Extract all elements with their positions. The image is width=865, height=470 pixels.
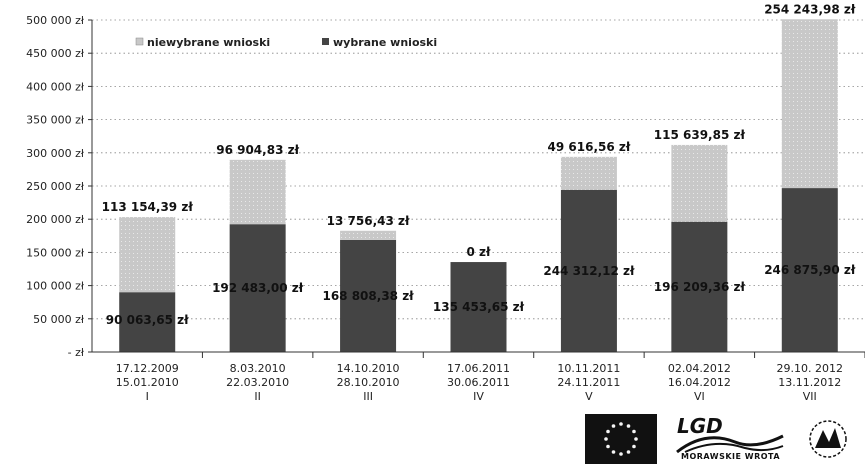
x-category-label-date1: 10.11.2011	[557, 362, 620, 375]
bar-wybrane	[340, 239, 397, 352]
y-tick-label: 50 000 zł	[33, 313, 85, 326]
legend-label-niewybrane: niewybrane wnioski	[147, 36, 270, 49]
data-label-niewybrane: 115 639,85 zł	[654, 128, 746, 142]
x-category-label-roman: III	[363, 390, 373, 403]
y-tick-label: 100 000 zł	[26, 280, 85, 293]
bar-wybrane	[119, 292, 176, 352]
x-category-label-date2: 13.11.2012	[778, 376, 841, 389]
x-category-label-date2: 28.10.2010	[337, 376, 400, 389]
y-tick-label: 350 000 zł	[26, 114, 85, 127]
x-category-label-date2: 30.06.2011	[447, 376, 510, 389]
bar-niewybrane	[560, 156, 617, 190]
bar-niewybrane	[119, 217, 176, 293]
data-label-niewybrane: 0 zł	[467, 245, 492, 259]
legend-label-wybrane: wybrane wnioski	[333, 36, 437, 49]
x-category-label-roman: V	[585, 390, 593, 403]
x-category-label-roman: IV	[473, 390, 484, 403]
eu-star-icon	[606, 444, 610, 449]
data-label-wybrane: 192 483,00 zł	[212, 281, 304, 295]
y-tick-label: 500 000 zł	[26, 14, 85, 27]
x-category-label-date1: 29.10. 2012	[777, 362, 843, 375]
x-category-label-date2: 16.04.2012	[668, 376, 731, 389]
bar-wybrane	[560, 189, 617, 352]
y-tick-label: 300 000 zł	[26, 147, 85, 160]
bar-wybrane	[450, 262, 507, 352]
eu-star-icon	[606, 429, 610, 434]
legend: niewybrane wnioski wybrane wnioski	[135, 36, 437, 49]
eu-star-icon	[626, 450, 631, 454]
x-category-label-date2: 15.01.2010	[116, 376, 179, 389]
x-category-label-date2: 22.03.2010	[226, 376, 289, 389]
data-label-niewybrane: 49 616,56 zł	[548, 140, 631, 154]
y-tick-label: 450 000 zł	[26, 47, 85, 60]
data-label-wybrane: 244 312,12 zł	[543, 264, 635, 278]
y-tick-label: - zł	[68, 346, 85, 359]
data-label-wybrane: 168 808,38 zł	[322, 289, 414, 303]
x-category-label-date1: 17.06.2011	[447, 362, 510, 375]
data-label-niewybrane: 254 243,98 zł	[764, 2, 856, 16]
bar-niewybrane	[671, 144, 728, 222]
data-label-wybrane: 246 875,90 zł	[764, 263, 856, 277]
eu-star-icon	[611, 450, 616, 454]
sponsor-logos: LGD MORAWSKIE WROTA	[585, 408, 865, 470]
bar-niewybrane	[781, 19, 838, 189]
x-category-label-date1: 17.12.2009	[116, 362, 179, 375]
eu-star-icon	[619, 422, 623, 426]
eu-flag-icon	[585, 414, 657, 464]
data-label-niewybrane: 113 154,39 zł	[102, 200, 194, 214]
x-category-label-roman: II	[254, 390, 261, 403]
bar-wybrane	[781, 188, 838, 352]
bar-wybrane	[229, 224, 286, 352]
data-label-wybrane: 90 063,65 zł	[106, 313, 189, 327]
x-category-label-roman: I	[146, 390, 149, 403]
data-label-wybrane: 196 209,36 zł	[654, 280, 746, 294]
eu-star-icon	[619, 452, 623, 456]
y-axis: - zł 50 000 zł 100 000 zł 150 000 zł 200 000…	[26, 14, 93, 359]
eu-star-icon	[604, 437, 608, 441]
eu-star-icon	[632, 444, 636, 449]
y-tick-label: 150 000 zł	[26, 246, 85, 259]
x-category-label-date2: 24.11.2011	[557, 376, 620, 389]
data-label-wybrane: 135 453,65 zł	[433, 300, 525, 314]
gridlines	[92, 19, 865, 320]
y-tick-label: 400 000 zł	[26, 80, 85, 93]
legend-swatch-wybrane	[322, 38, 329, 45]
x-category-label-date1: 02.04.2012	[668, 362, 731, 375]
bar-wybrane	[671, 221, 728, 352]
lgd-logo-icon: LGD MORAWSKIE WROTA	[675, 414, 785, 464]
data-label-niewybrane: 96 904,83 zł	[216, 143, 299, 157]
legend-swatch-niewybrane	[135, 37, 144, 46]
bar-niewybrane	[340, 230, 397, 240]
lgd-logo-subtitle: MORAWSKIE WROTA	[681, 452, 781, 461]
bar-niewybrane	[229, 159, 286, 225]
x-category-label-roman: VI	[694, 390, 705, 403]
y-tick-label: 250 000 zł	[26, 180, 85, 193]
data-label-niewybrane: 13 756,43 zł	[327, 214, 410, 228]
eu-star-icon	[626, 424, 631, 428]
y-tick-label: 200 000 zł	[26, 213, 85, 226]
eu-star-icon	[611, 424, 616, 428]
x-category-label-date1: 14.10.2010	[337, 362, 400, 375]
data-labels: 90 063,65 zł 113 154,39 zł 192 483,00 zł 96…	[102, 2, 856, 327]
lgd-logo-text: LGD	[677, 414, 723, 438]
bars	[119, 19, 838, 352]
x-category-label-date1: 8.03.2010	[230, 362, 286, 375]
eu-star-icon	[632, 429, 636, 434]
x-category-label-roman: VII	[803, 390, 817, 403]
eu-star-icon	[634, 437, 638, 441]
leader-logo-icon	[805, 416, 851, 462]
